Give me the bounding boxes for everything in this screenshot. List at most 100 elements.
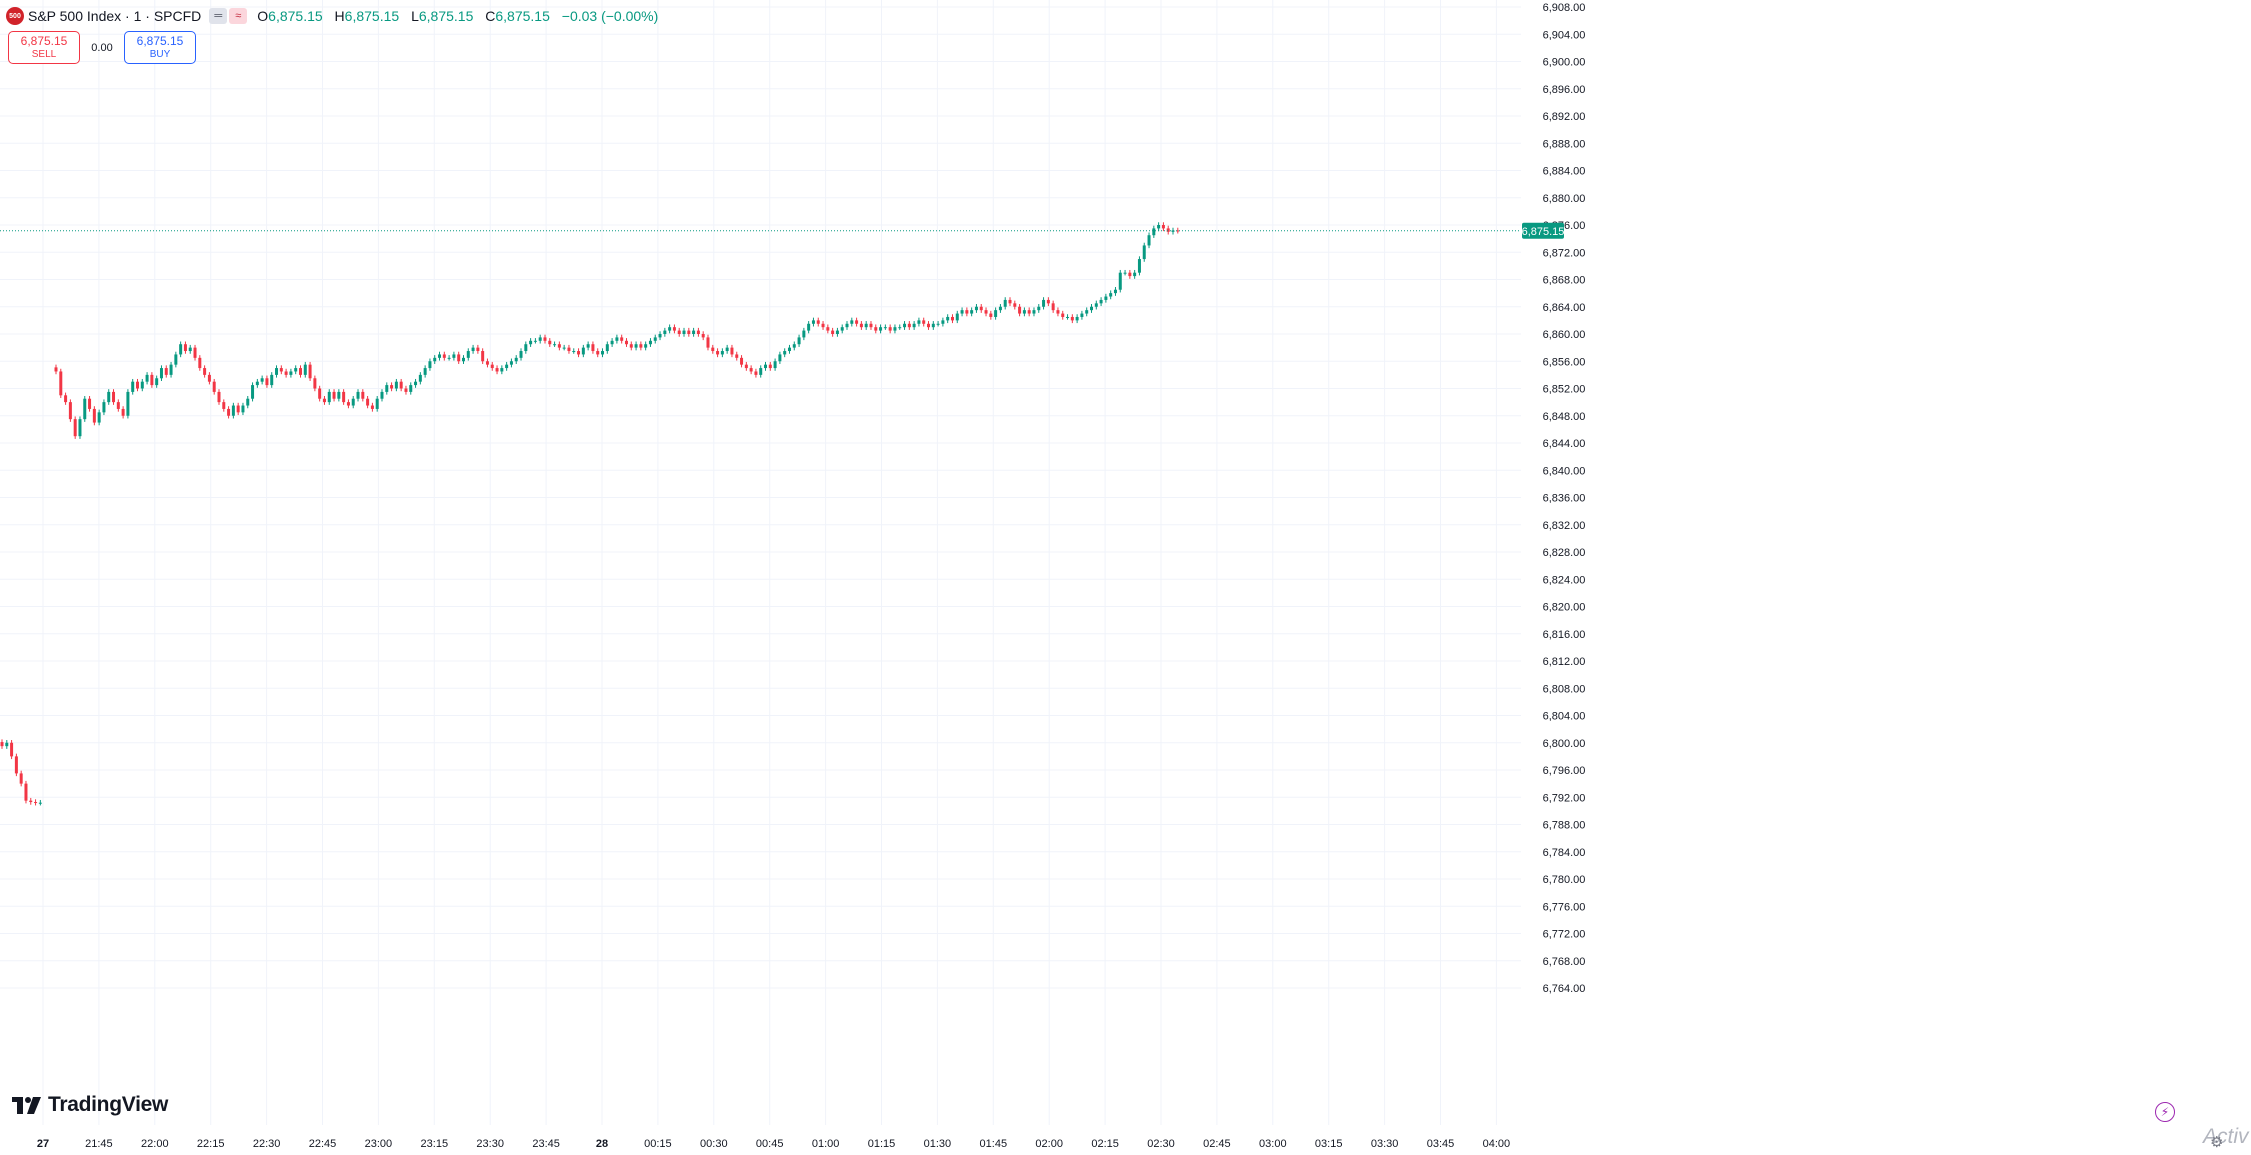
candle-down (198, 357, 202, 369)
candle-up (946, 316, 950, 321)
candle-up (260, 378, 264, 382)
candle-down (481, 351, 485, 362)
price-tick-label: 6,792.00 (1543, 792, 1586, 804)
candle-up (5, 742, 9, 747)
candle-down (620, 337, 624, 341)
market-status-button[interactable]: ≈ (229, 8, 248, 24)
price-tick-label: 6,864.00 (1543, 302, 1586, 314)
time-tick-label: 22:00 (141, 1138, 169, 1150)
legend-buttons: ═ ≈ (209, 8, 249, 24)
change-value: −0.03 (−0.00%) (561, 8, 659, 24)
candle-down (24, 783, 28, 801)
price-tick-label: 6,832.00 (1543, 520, 1586, 532)
candle-up (423, 368, 427, 375)
price-tick-label: 6,800.00 (1543, 738, 1586, 750)
candle-down (73, 419, 77, 437)
candle-up (471, 347, 475, 352)
lightning-icon[interactable]: ⚡ (2155, 1102, 2175, 1122)
candle-down (390, 385, 394, 389)
symbol-title[interactable]: S&P 500 Index · 1 · SPCFD (28, 8, 202, 24)
candle-down (716, 351, 720, 355)
candle-up (572, 351, 576, 353)
buy-button[interactable]: 6,875.15 BUY (124, 31, 196, 64)
high-value: 6,875.15 (344, 8, 400, 24)
candle-down (164, 368, 168, 375)
candle-down (730, 347, 734, 355)
candle-down (740, 357, 744, 365)
candle-up (255, 381, 259, 386)
candle-down (476, 347, 480, 352)
candle-up (394, 381, 398, 389)
brand-name: TradingView (48, 1093, 169, 1116)
candle-up (586, 344, 590, 348)
compare-button[interactable]: ═ (209, 8, 228, 24)
candle-down (284, 371, 288, 375)
symbol-logo-icon[interactable]: 500 (6, 7, 24, 25)
sell-button[interactable]: 6,875.15 SELL (8, 31, 80, 64)
candle-up (663, 330, 667, 334)
candle-down (370, 405, 374, 409)
candle-down (227, 408, 231, 416)
candle-down (821, 323, 825, 328)
candle-up (970, 310, 974, 314)
candle-down (332, 391, 336, 399)
candle-up (188, 347, 192, 352)
candle-up (179, 344, 183, 355)
tradingview-logo[interactable]: TradingView (12, 1093, 168, 1117)
candle-up (1147, 235, 1151, 246)
candle-down (1018, 306, 1022, 314)
candle-up (1032, 310, 1036, 314)
candle-down (217, 391, 221, 403)
candle-up (509, 361, 513, 365)
candle-up (529, 340, 533, 345)
candle-down (1027, 310, 1031, 314)
candle-up (241, 405, 245, 413)
price-tick-label: 6,776.00 (1543, 901, 1586, 913)
price-axis[interactable]: 6,908.00 6,904.00 6,900.00 6,896.00 6,892.00… (1543, 2, 1586, 995)
candle-up (83, 398, 87, 420)
price-tick-label: 6,852.00 (1543, 384, 1586, 396)
candle-up (107, 391, 111, 403)
candle-up (720, 351, 724, 355)
time-tick-label: 01:15 (868, 1138, 896, 1150)
price-tick-label: 6,816.00 (1543, 629, 1586, 641)
candle-down (1051, 303, 1055, 311)
candle-down (14, 756, 18, 774)
candle-up (601, 351, 605, 355)
candle-down (490, 364, 494, 369)
candle-up (903, 323, 907, 328)
candle-up (500, 368, 504, 372)
candle-down (687, 330, 691, 334)
candle-up (879, 327, 883, 331)
candle-down (711, 347, 715, 352)
candle-up (438, 354, 442, 358)
price-tick-label: 6,844.00 (1543, 438, 1586, 450)
time-axis[interactable]: 27 21:45 22:00 22:15 22:30 22:45 23:00 23:15 23:… (37, 1138, 1510, 1150)
candle-down (735, 354, 739, 358)
close-label: C (485, 8, 496, 24)
candle-down (54, 367, 58, 372)
candle-up (452, 354, 456, 358)
close-value: 6,875.15 (495, 8, 550, 24)
time-tick-label: 01:45 (980, 1138, 1008, 1150)
candle-up (955, 313, 959, 321)
candle-down (874, 327, 878, 331)
time-tick-label: 04:00 (1483, 1138, 1511, 1150)
candle-down (298, 368, 302, 375)
time-tick-label: 22:30 (253, 1138, 281, 1150)
candle-down (150, 374, 154, 386)
candle-up (1109, 293, 1113, 297)
time-tick-label: 02:30 (1147, 1138, 1175, 1150)
candle-down (121, 408, 125, 416)
candle-down (557, 344, 561, 348)
candle-down (34, 802, 38, 804)
candle-up (145, 374, 149, 382)
time-tick-label: 00:15 (644, 1138, 672, 1150)
gear-icon[interactable]: ⚙ (2210, 1134, 2224, 1151)
candle-down (29, 800, 33, 803)
candle-down (927, 323, 931, 328)
candle-down (222, 402, 226, 409)
time-tick-label: 01:00 (812, 1138, 840, 1150)
candle-up (1113, 289, 1117, 294)
